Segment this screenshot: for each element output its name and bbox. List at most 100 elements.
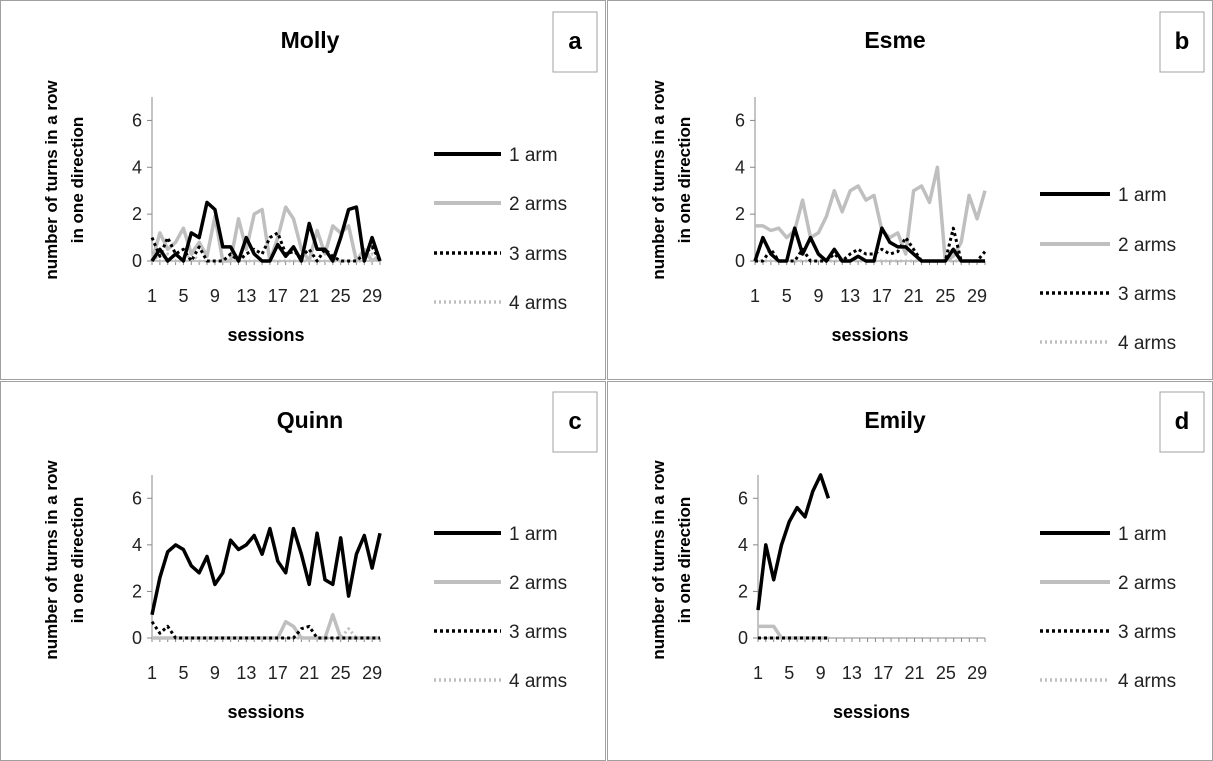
- legend-label: 4 arms: [1118, 333, 1176, 354]
- y-tick-label: 2: [132, 204, 142, 224]
- x-tick-label: 21: [299, 286, 319, 306]
- chart-title: Molly: [281, 27, 340, 53]
- x-tick-label: 21: [905, 663, 925, 683]
- chart-title: Esme: [864, 27, 925, 53]
- y-axis-label: in one direction: [675, 117, 694, 244]
- legend-label: 4 arms: [509, 671, 567, 692]
- x-tick-label: 17: [268, 663, 288, 683]
- x-tick-label: 29: [967, 286, 987, 306]
- chart-svg: Esme b number of turns in a row in one dire…: [607, 0, 1213, 380]
- y-axis-label: number of turns in a row: [649, 460, 668, 660]
- series-line-4-arms: [152, 627, 380, 640]
- x-tick-label: 25: [936, 663, 956, 683]
- x-tick-label: 13: [842, 663, 862, 683]
- x-tick-label: 21: [904, 286, 924, 306]
- y-tick-label: 4: [132, 535, 142, 555]
- panel-label-box: [1159, 11, 1205, 73]
- y-tick-label: 2: [132, 581, 142, 601]
- y-tick-label: 0: [738, 628, 748, 648]
- panel-label: c: [568, 408, 581, 435]
- x-tick-label: 25: [935, 286, 955, 306]
- panel-label-box: [1159, 391, 1205, 453]
- x-tick-label: 17: [873, 663, 893, 683]
- y-tick-label: 0: [132, 251, 142, 271]
- x-tick-label: 9: [210, 663, 220, 683]
- legend-label: 4 arms: [509, 293, 567, 314]
- x-axis-label: sessions: [227, 325, 304, 345]
- legend-label: 1 arm: [1118, 524, 1167, 545]
- y-axis-label: number of turns in a row: [42, 80, 61, 280]
- x-tick-label: 29: [967, 663, 987, 683]
- y-tick-label: 6: [738, 488, 748, 508]
- x-tick-label: 5: [178, 286, 188, 306]
- series-line-3-arms: [755, 226, 987, 263]
- chart-panel-d: Emily d number of turns in a row in one dir…: [607, 381, 1213, 761]
- chart-title: Emily: [864, 407, 926, 433]
- y-axis-label: number of turns in a row: [42, 460, 61, 660]
- legend-label: 1 arm: [509, 524, 558, 545]
- series-line-1-arm: [753, 226, 985, 263]
- y-tick-label: 6: [132, 110, 142, 130]
- series-line-3-arms: [150, 620, 380, 640]
- series-line-1-arm: [756, 473, 831, 611]
- chart-panel-c: Quinn c number of turns in a row in one dir…: [0, 381, 606, 761]
- legend-label: 2 arms: [509, 194, 567, 215]
- x-tick-label: 13: [236, 663, 256, 683]
- legend-label: 2 arms: [1118, 235, 1176, 256]
- x-tick-label: 13: [840, 286, 860, 306]
- y-tick-label: 4: [132, 157, 142, 177]
- x-tick-label: 13: [236, 286, 256, 306]
- x-tick-label: 25: [331, 663, 351, 683]
- y-tick-label: 4: [738, 535, 748, 555]
- x-tick-label: 1: [750, 286, 760, 306]
- y-axis-label: number of turns in a row: [649, 80, 668, 280]
- series-line-2-arms: [152, 612, 380, 640]
- x-tick-label: 9: [816, 663, 826, 683]
- chart-group: Molly a number of turns in a row in one dir…: [0, 0, 606, 380]
- chart-group: Quinn c number of turns in a row in one dir…: [0, 381, 606, 761]
- x-axis-label: sessions: [831, 325, 908, 345]
- chart-title: Quinn: [277, 407, 343, 433]
- y-tick-label: 2: [735, 204, 745, 224]
- legend-label: 2 arms: [1118, 573, 1176, 594]
- legend-label: 4 arms: [1118, 671, 1176, 692]
- x-axis-label: sessions: [227, 702, 304, 722]
- y-axis-label: in one direction: [68, 117, 87, 244]
- x-tick-label: 9: [210, 286, 220, 306]
- y-axis-label: in one direction: [675, 497, 694, 624]
- panel-label: a: [568, 28, 582, 55]
- chart-svg: Emily d number of turns in a row in one dir…: [607, 381, 1213, 761]
- chart-panel-b: Esme b number of turns in a row in one dire…: [607, 0, 1213, 380]
- x-tick-label: 5: [178, 663, 188, 683]
- x-tick-label: 5: [784, 663, 794, 683]
- chart-group: Esme b number of turns in a row in one dire…: [607, 0, 1213, 380]
- x-tick-label: 1: [147, 286, 157, 306]
- y-tick-label: 0: [132, 628, 142, 648]
- legend-label: 3 arms: [1118, 284, 1176, 305]
- y-tick-label: 6: [735, 110, 745, 130]
- series-line-1-arm: [150, 526, 382, 616]
- legend-label: 2 arms: [509, 573, 567, 594]
- legend-label: 3 arms: [1118, 622, 1176, 643]
- x-tick-label: 25: [331, 286, 351, 306]
- panel-label-box: [552, 11, 598, 73]
- series-line-1-arm: [150, 200, 382, 263]
- x-tick-label: 17: [268, 286, 288, 306]
- x-tick-label: 1: [753, 663, 763, 683]
- legend-label: 1 arm: [1118, 185, 1167, 206]
- series-line-2-arms: [758, 624, 829, 640]
- panel-label-box: [552, 391, 598, 453]
- series-line-3-arms: [150, 231, 382, 263]
- y-axis-label: in one direction: [68, 497, 87, 624]
- legend-label: 3 arms: [509, 244, 567, 265]
- legend-label: 1 arm: [509, 145, 558, 166]
- x-axis-label: sessions: [833, 702, 910, 722]
- y-tick-label: 6: [132, 488, 142, 508]
- legend-label: 3 arms: [509, 622, 567, 643]
- panel-label: b: [1175, 28, 1190, 55]
- chart-svg: Molly a number of turns in a row in one dir…: [0, 0, 606, 380]
- chart-group: Emily d number of turns in a row in one dir…: [607, 381, 1213, 761]
- y-tick-label: 0: [735, 251, 745, 271]
- panel-border: [0, 0, 606, 380]
